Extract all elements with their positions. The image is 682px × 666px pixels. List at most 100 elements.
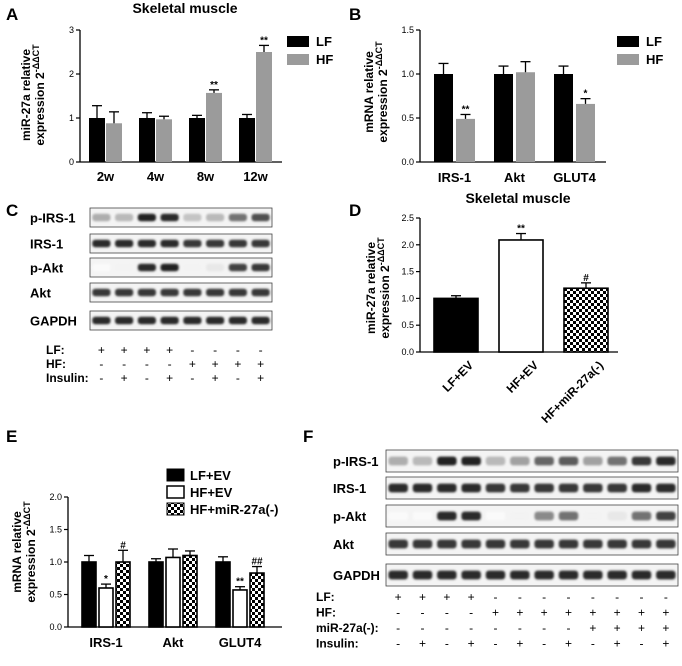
panel-letter-a: A — [6, 5, 18, 24]
panel-a-bar — [156, 119, 172, 162]
condition-symbol: + — [614, 637, 621, 651]
blot-band — [437, 511, 457, 521]
condition-symbol: - — [518, 590, 522, 604]
condition-symbol: + — [189, 357, 196, 371]
blot-band — [160, 263, 179, 272]
panel-a-bar — [256, 52, 272, 162]
condition-symbol: - — [445, 606, 449, 620]
panel-b-y-tick-label: 0.0 — [401, 157, 414, 167]
panel-b-y-tick-label: 0.5 — [401, 113, 414, 123]
blot-band — [510, 511, 530, 521]
blot-band — [183, 213, 202, 222]
blot-strip — [89, 207, 273, 228]
panel-d-y-tick-label: 0.5 — [401, 320, 414, 330]
condition-label: miR-27a(-): — [316, 621, 379, 635]
condition-label: HF: — [46, 357, 66, 371]
condition-symbol: - — [542, 637, 546, 651]
blot-row-label: IRS-1 — [30, 237, 63, 252]
condition-symbol: - — [236, 343, 240, 357]
panel-e-bar — [81, 561, 97, 628]
condition-symbol: + — [614, 606, 621, 620]
condition-symbol: + — [492, 606, 499, 620]
blot-band — [534, 511, 554, 521]
condition-symbol: + — [166, 343, 173, 357]
panel-d-significance-label: # — [583, 273, 589, 284]
condition-symbol: + — [516, 606, 523, 620]
legend-label-lf: LF — [316, 34, 332, 49]
condition-symbol: + — [614, 621, 621, 635]
panel-a-x-tick-label: 2w — [97, 169, 115, 184]
blot-band — [437, 483, 457, 493]
panel-letter-c: C — [6, 201, 18, 220]
condition-symbol: - — [494, 637, 498, 651]
condition-symbol: - — [567, 590, 571, 604]
condition-label: Insulin: — [46, 371, 89, 385]
blot-band — [412, 570, 433, 580]
condition-symbol: + — [257, 371, 264, 385]
blot-band — [183, 316, 202, 325]
blot-band — [388, 511, 408, 521]
condition-symbol: + — [395, 590, 402, 604]
blot-band — [461, 511, 481, 521]
condition-symbol: + — [541, 606, 548, 620]
condition-label: HF: — [316, 606, 336, 620]
panel-e-significance-label: * — [104, 574, 108, 585]
panel-d-y-tick-label: 0.0 — [401, 347, 414, 357]
panel-a-ylabel-line1: miR-27a relative — [19, 49, 33, 141]
condition-symbol: - — [567, 621, 571, 635]
panel-a-y-tick-label: 1 — [69, 113, 74, 123]
blot-band — [534, 539, 554, 549]
blot-band — [607, 511, 627, 521]
blot-band — [412, 511, 433, 521]
condition-symbol: + — [166, 371, 173, 385]
blot-band — [115, 213, 134, 222]
panel-e-ylabel-expr: expression 2 — [24, 529, 38, 603]
panel-letter-f: F — [303, 427, 313, 446]
blot-band — [631, 570, 652, 580]
blot-band — [183, 239, 202, 248]
blot-band — [583, 539, 603, 549]
blot-band — [137, 213, 156, 222]
panel-d-ylabel-expr: expression 2 — [378, 265, 392, 339]
panel-b-significance-label: ** — [462, 104, 470, 115]
condition-symbol: + — [662, 621, 669, 635]
blot-band — [656, 511, 676, 521]
panel-e-bar — [115, 561, 131, 628]
panel-a-bar — [239, 118, 255, 162]
blot-band — [92, 316, 111, 325]
blot-band — [534, 456, 554, 466]
panel-a-x-tick-label: 4w — [147, 169, 165, 184]
blot-band — [251, 213, 270, 222]
condition-symbol: - — [145, 357, 149, 371]
legend-label-hf: HF — [646, 52, 663, 67]
panel-b-x-tick-label: IRS-1 — [438, 170, 471, 185]
condition-symbol: - — [213, 343, 217, 357]
legend-label-lf: LF — [646, 34, 662, 49]
panel-e-significance-label: ** — [236, 577, 244, 588]
blot-band — [115, 316, 134, 325]
panel-d-ylabel-sup: -ΔΔCT — [376, 237, 386, 265]
panel-b-ylabel: mRNA relative expression 2-ΔΔCT — [362, 41, 390, 143]
condition-symbol: - — [469, 621, 473, 635]
blot-band — [607, 483, 627, 493]
legend-swatch-lf — [617, 36, 639, 47]
blot-band — [137, 263, 156, 272]
blot-band — [583, 570, 603, 580]
panel-a-ylabel-expr: expression 2 — [33, 72, 47, 146]
legend-swatch-hf — [287, 54, 309, 65]
condition-symbol: + — [589, 606, 596, 620]
panel-b-y-tick-label: 1.0 — [401, 69, 414, 79]
blot-band — [558, 539, 579, 549]
panel-a-y-tick-label: 3 — [69, 25, 74, 35]
blot-band — [251, 263, 270, 272]
panel-d-x-tick-label: HF+miR-27a(-) — [538, 358, 606, 426]
blot-band — [558, 570, 579, 580]
panel-e-y-tick-label: 1.0 — [49, 557, 62, 567]
panel-b-x-tick-label: GLUT4 — [553, 170, 596, 185]
panel-a-y-tick-label: 2 — [69, 69, 74, 79]
panel-a-bar — [106, 123, 122, 162]
blot-band — [206, 288, 225, 297]
panel-e-bar — [249, 572, 265, 628]
blot-band — [206, 263, 225, 272]
blot-band — [160, 213, 179, 222]
